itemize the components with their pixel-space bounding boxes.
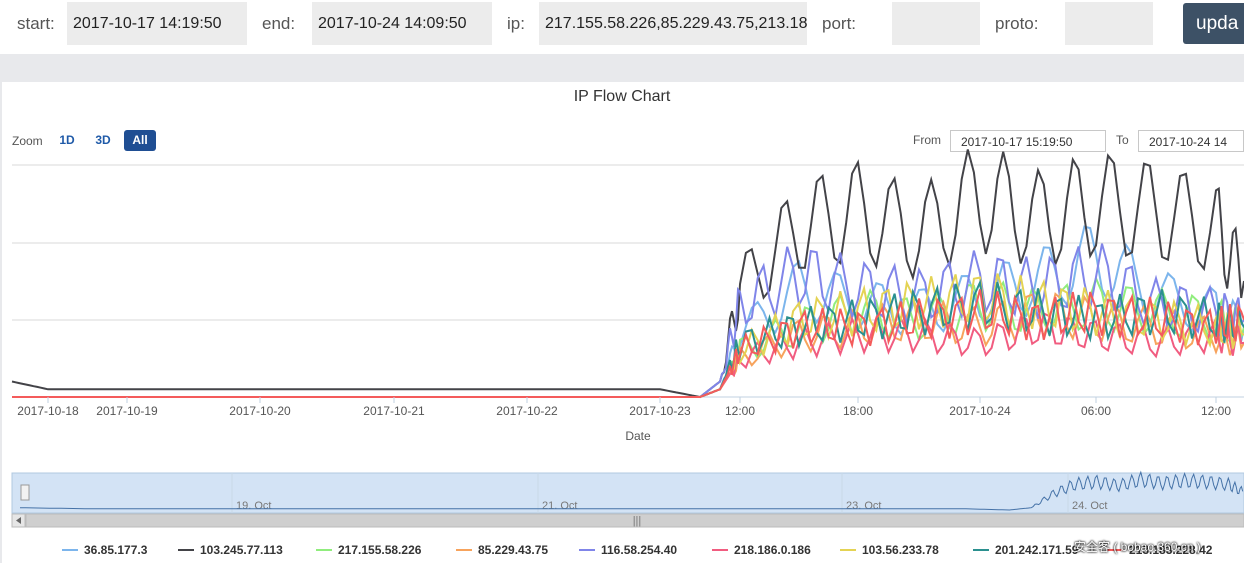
x-tick-label: 2017-10-24 [949,404,1011,418]
end-input[interactable]: 2017-10-24 14:09:50 [312,2,492,45]
update-button[interactable]: upda [1183,3,1244,44]
series-line [11,149,1244,399]
zoom-3d-button[interactable]: 3D [95,133,111,147]
legend-item: 103.245.77.113 [200,543,283,557]
x-tick-label: 18:00 [843,404,873,418]
series-lines [11,149,1244,399]
ip-input[interactable]: 217.155.58.226,85.229.43.75,213.18 [539,2,807,45]
from-date-input[interactable]: 2017-10-17 15:19:50 [950,130,1106,152]
x-tick-label: 2017-10-21 [363,404,425,418]
navigator[interactable]: 19. Oct 21. Oct 23. Oct 24. Oct ||| [11,470,1244,528]
navigator-tick-label: 24. Oct [1072,500,1107,512]
legend-item: 217.155.58.226 [338,543,422,557]
series-line [12,292,1244,398]
filter-bar: start: 2017-10-17 14:19:50 end: 2017-10-… [0,0,1244,54]
x-tick-label: 2017-10-18 [17,404,79,418]
watermark: 安全客 ( bobao.360.cn ) [1074,540,1201,554]
arrow-left-icon [16,517,21,524]
legend-item: 116.58.254.40 [601,543,677,557]
navigator-left-handle [20,484,30,501]
x-tick-label: 12:00 [725,404,755,418]
x-tick-label: 2017-10-20 [229,404,291,418]
legend-item: 36.85.177.3 [84,543,148,557]
start-label: start: [17,14,55,33]
x-tick-label: 2017-10-19 [96,404,158,418]
zoom-all-button[interactable]: All [124,130,156,151]
navigator-series [19,470,1244,511]
ip-label: ip: [507,14,525,33]
legend-item: 213.183.228.42 [1129,543,1213,557]
x-axis-label: Date [625,429,651,443]
zoom-1d-button[interactable]: 1D [59,133,75,147]
legend-item: 201.242.171.59 [995,543,1079,557]
x-tick-label: 2017-10-23 [629,404,691,418]
legend-item: 85.229.43.75 [478,543,548,557]
port-input[interactable] [892,2,980,45]
proto-input[interactable] [1065,2,1153,45]
grid-lines [12,164,1244,398]
scrollbar-grip-icon: ||| [633,515,642,527]
series-line [12,278,1244,398]
navigator-scrollbar-thumb [25,513,1244,528]
port-label: port: [822,14,857,33]
x-tick-label: 06:00 [1081,404,1111,418]
to-label: To [1116,133,1129,147]
chart-title: IP Flow Chart [573,88,671,105]
from-label: From [913,133,941,147]
zoom-label: Zoom [12,134,43,148]
legend-item: 218.186.0.186 [734,543,811,557]
navigator-tick-label: 19. Oct [236,500,271,512]
end-label: end: [262,14,296,33]
navigator-selection [11,472,1244,514]
navigator-tick-label: 21. Oct [542,500,577,512]
x-tick-label: 12:00 [1201,404,1231,418]
legend-item: 103.56.233.78 [862,543,939,557]
to-date-input[interactable]: 2017-10-24 14 [1138,130,1244,152]
x-axis-ticks: 2017-10-18 2017-10-19 2017-10-20 2017-10-21… [17,397,1231,418]
proto-label: proto: [995,14,1039,33]
navigator-tick-label: 23. Oct [846,500,881,512]
x-tick-label: 2017-10-22 [496,404,558,418]
legend: 36.85.177.3 103.245.77.113 217.155.58.226 8… [62,543,1213,557]
start-input[interactable]: 2017-10-17 14:19:50 [67,2,247,45]
